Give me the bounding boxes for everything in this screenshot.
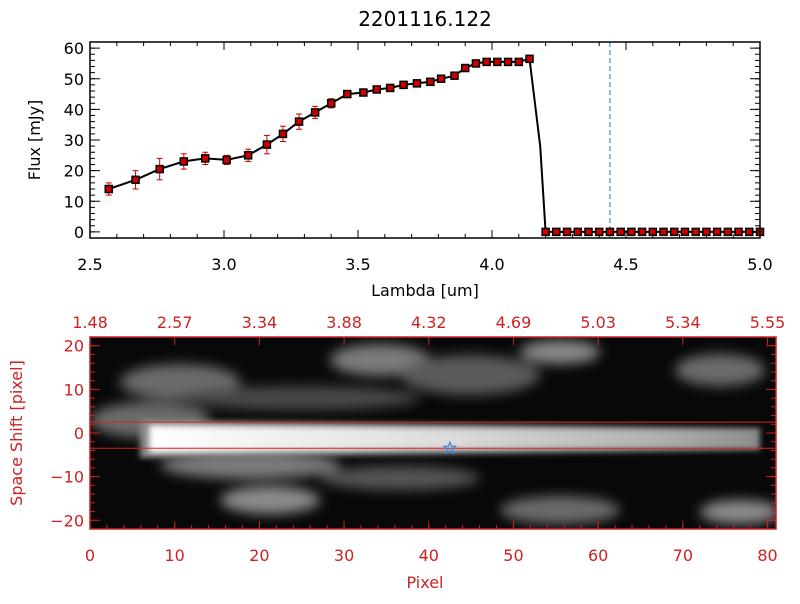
x-axis-label: Lambda [um] — [371, 281, 479, 300]
data-point — [552, 227, 561, 237]
data-point — [359, 88, 368, 97]
data-point — [426, 77, 435, 87]
data-point — [326, 99, 336, 108]
data-point — [503, 57, 513, 67]
image-y-tick-label: 10 — [64, 380, 84, 399]
data-point — [525, 54, 534, 64]
data-point — [372, 85, 382, 94]
y-tick-label: 20 — [64, 162, 84, 181]
star-marker — [442, 440, 458, 455]
data-point — [712, 227, 722, 237]
image-top-tick-label: 3.88 — [326, 313, 362, 332]
x-tick-label: 4.0 — [479, 255, 504, 274]
data-point — [482, 57, 491, 67]
image-panel: 0 10 20 30 40 50 60 70 80 1.48 2.57 3.34 3.88 4.32 4.6… — [7, 313, 785, 592]
image-top-tick-label: 5.34 — [665, 313, 701, 332]
image-top-tick-label: 5.03 — [580, 313, 616, 332]
image-y-tick-label: −10 — [50, 468, 84, 487]
image-x-tick-label: 70 — [673, 546, 693, 565]
data-point — [584, 227, 593, 237]
data-point — [627, 227, 636, 237]
image-y-tick-label: 0 — [74, 424, 84, 443]
image-top-tick-label: 2.57 — [157, 313, 193, 332]
y-tick-label: 60 — [64, 39, 84, 58]
data-point — [723, 227, 733, 237]
image-y-tick-label: −20 — [50, 511, 84, 530]
data-point — [734, 227, 743, 237]
y-tick-label: 10 — [64, 192, 84, 211]
data-point — [562, 227, 572, 237]
data-point — [310, 108, 320, 117]
x-tick-label: 5.0 — [747, 255, 772, 274]
data-point — [637, 227, 647, 237]
image-x-tick-label: 60 — [588, 546, 608, 565]
data-point — [278, 129, 288, 139]
y-tick-label: 40 — [64, 100, 84, 119]
data-point — [450, 71, 459, 80]
spectrum-axes-frame — [89, 41, 761, 239]
data-point — [104, 184, 114, 194]
data-point — [460, 63, 470, 73]
image-x-tick-label: 30 — [334, 546, 354, 565]
data-point — [200, 154, 210, 163]
image-top-tick-label: 4.32 — [411, 313, 447, 332]
image-top-tick-label: 1.48 — [72, 313, 108, 332]
data-point — [691, 227, 700, 237]
x-tick-label: 4.5 — [613, 255, 638, 274]
spectral-image — [90, 337, 776, 529]
image-x-axis-label: Pixel — [406, 573, 443, 592]
image-top-tick-label: 3.34 — [242, 313, 278, 332]
data-point — [659, 227, 668, 237]
spectrum-panel: 2201116.122 2.5 3.0 3.5 4.0 4.5 5.0 0 10 20 30 40 5… — [25, 7, 773, 300]
image-top-tick-label: 5.55 — [750, 313, 786, 332]
y-axis-label: Flux [mJy] — [25, 100, 44, 181]
x-tick-label: 2.5 — [77, 255, 102, 274]
data-point — [514, 57, 524, 67]
image-x-tick-label: 40 — [419, 546, 439, 565]
image-overlay — [90, 421, 776, 455]
data-point — [669, 227, 679, 237]
data-point — [222, 155, 231, 165]
data-point — [680, 227, 690, 237]
image-x-tick-label: 80 — [757, 546, 777, 565]
data-point — [179, 157, 189, 166]
data-point — [262, 140, 272, 149]
data-point — [616, 227, 625, 237]
data-point — [493, 57, 502, 67]
image-axes: 0 10 20 30 40 50 60 70 80 1.48 2.57 3.34 3.88 4.32 4.6… — [50, 313, 785, 565]
spectrum-data — [104, 42, 765, 238]
image-x-tick-label: 50 — [503, 546, 523, 565]
data-point — [605, 227, 615, 237]
image-x-tick-label: 20 — [249, 546, 269, 565]
spectrum-axes: 2.5 3.0 3.5 4.0 4.5 5.0 0 10 20 30 40 50 60 — [64, 39, 773, 274]
data-point — [436, 74, 446, 83]
data-point — [343, 89, 352, 99]
data-point — [243, 151, 253, 160]
y-tick-label: 30 — [64, 131, 84, 150]
data-point — [155, 164, 164, 174]
data-point — [412, 79, 422, 88]
y-tick-label: 50 — [64, 70, 84, 89]
data-point — [294, 117, 304, 126]
image-x-tick-label: 10 — [165, 546, 185, 565]
chart-title: 2201116.122 — [358, 7, 492, 31]
data-point — [471, 59, 481, 68]
data-point — [385, 83, 395, 93]
image-top-tick-label: 4.69 — [496, 313, 532, 332]
data-point — [131, 175, 140, 185]
image-x-tick-label: 0 — [85, 546, 95, 565]
y-tick-label: 0 — [74, 223, 84, 242]
data-point — [573, 227, 583, 237]
x-tick-label: 3.5 — [345, 255, 370, 274]
data-point — [399, 80, 408, 90]
image-y-tick-label: 20 — [64, 337, 84, 356]
x-tick-label: 3.0 — [211, 255, 236, 274]
image-y-axis-label: Space Shift [pixel] — [7, 360, 26, 506]
